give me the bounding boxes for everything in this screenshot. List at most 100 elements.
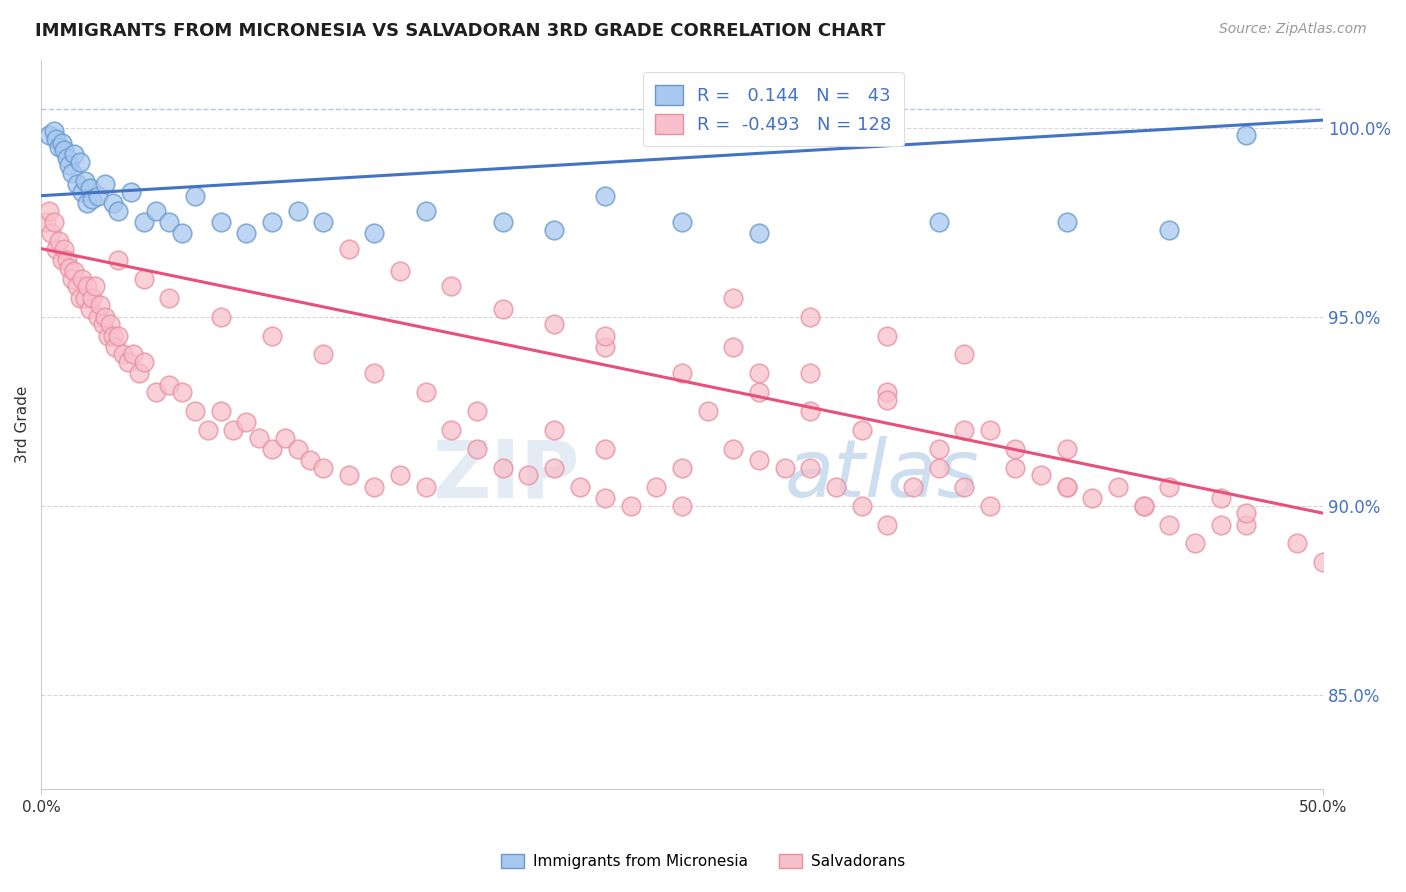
Point [825,480,848,494]
Point [209,310,232,324]
Point [107,252,129,267]
Point [979,499,1001,513]
Point [593,340,616,354]
Point [415,203,437,218]
Point [491,302,513,317]
Point [440,279,463,293]
Point [415,385,437,400]
Text: ZIP: ZIP [432,436,579,515]
Point [287,203,309,218]
Point [82,193,104,207]
Point [748,453,770,467]
Point [543,460,565,475]
Point [645,480,668,494]
Point [273,431,295,445]
Point [86,310,108,324]
Point [312,215,335,229]
Point [132,272,155,286]
Text: Source: ZipAtlas.com: Source: ZipAtlas.com [1219,22,1367,37]
Point [157,215,180,229]
Point [1184,536,1206,550]
Point [491,460,513,475]
Point [928,460,950,475]
Point [55,252,77,267]
Point [104,340,127,354]
Point [184,188,207,202]
Point [1132,499,1154,513]
Point [799,310,821,324]
Point [1056,480,1078,494]
Point [63,264,86,278]
Point [568,480,591,494]
Point [620,499,643,513]
Point [901,480,924,494]
Point [979,423,1001,437]
Point [491,215,513,229]
Point [465,442,488,456]
Point [60,272,83,286]
Point [337,468,360,483]
Point [132,355,155,369]
Point [128,367,150,381]
Point [60,166,83,180]
Point [953,423,976,437]
Point [1159,480,1181,494]
Point [415,480,437,494]
Point [1056,442,1078,456]
Point [363,480,385,494]
Point [42,124,65,138]
Point [876,517,898,532]
Point [58,158,80,172]
Point [73,291,96,305]
Point [1004,442,1026,456]
Point [42,215,65,229]
Point [671,460,693,475]
Point [66,178,89,192]
Point [312,347,335,361]
Point [172,227,194,241]
Point [1081,491,1104,505]
Point [1209,491,1232,505]
Point [1107,480,1129,494]
Point [48,234,70,248]
Point [593,442,616,456]
Point [45,132,67,146]
Point [1004,460,1026,475]
Point [38,128,60,143]
Point [76,196,98,211]
Point [543,223,565,237]
Point [222,423,245,437]
Point [235,416,257,430]
Point [86,188,108,202]
Point [84,279,107,293]
Point [97,328,120,343]
Point [73,173,96,187]
Point [117,355,139,369]
Point [671,215,693,229]
Point [1132,499,1154,513]
Point [145,203,167,218]
Point [79,302,101,317]
Point [89,298,111,312]
Point [928,442,950,456]
Point [107,328,129,343]
Point [122,347,145,361]
Point [799,460,821,475]
Point [101,196,124,211]
Point [593,328,616,343]
Legend: Immigrants from Micronesia, Salvadorans: Immigrants from Micronesia, Salvadorans [495,848,911,875]
Point [41,227,63,241]
Point [38,203,60,218]
Point [157,377,180,392]
Point [287,442,309,456]
Point [145,385,167,400]
Legend: R =   0.144   N =   43, R =  -0.493   N = 128: R = 0.144 N = 43, R = -0.493 N = 128 [643,72,904,146]
Point [671,499,693,513]
Point [260,215,283,229]
Point [1234,506,1257,520]
Point [723,442,745,456]
Point [94,310,117,324]
Point [132,215,155,229]
Point [543,317,565,331]
Point [197,423,219,437]
